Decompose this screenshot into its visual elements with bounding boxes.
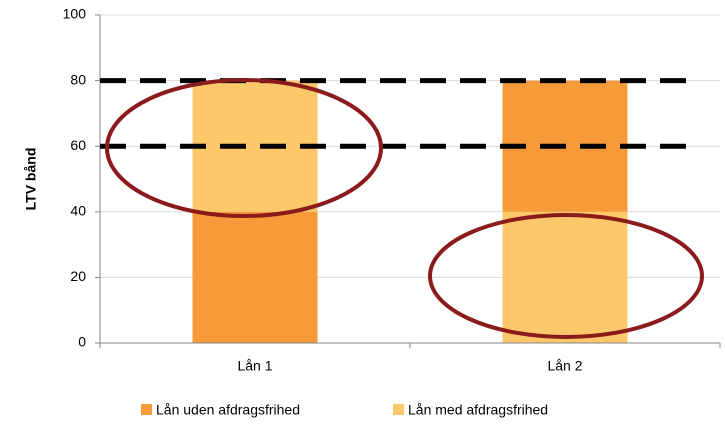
legend-label: Lån med afdragsfrihed (408, 402, 548, 418)
legend-swatch (393, 404, 404, 415)
y-tick-label: 20 (70, 268, 86, 284)
y-tick-label: 40 (70, 203, 86, 219)
y-axis-label: LTV bånd (23, 148, 39, 211)
x-tick-label: Lån 1 (237, 358, 272, 374)
y-tick-label: 60 (70, 137, 86, 153)
legend-swatch (141, 404, 152, 415)
plot-area: 0 20 40 60 80 100 Lån 1 Lån 2 (63, 6, 721, 374)
x-tick-label: Lån 2 (547, 358, 582, 374)
y-tick-label: 100 (63, 6, 87, 22)
bar-segment (192, 80, 318, 212)
y-tick-label: 0 (78, 334, 86, 350)
highlight-ellipse (105, 78, 383, 218)
highlight-ellipse (428, 213, 704, 339)
bar-segment (502, 211, 628, 343)
legend-label: Lån uden afdragsfrihed (156, 402, 300, 418)
bar-segment (192, 211, 318, 343)
y-tick-label: 80 (70, 71, 86, 87)
